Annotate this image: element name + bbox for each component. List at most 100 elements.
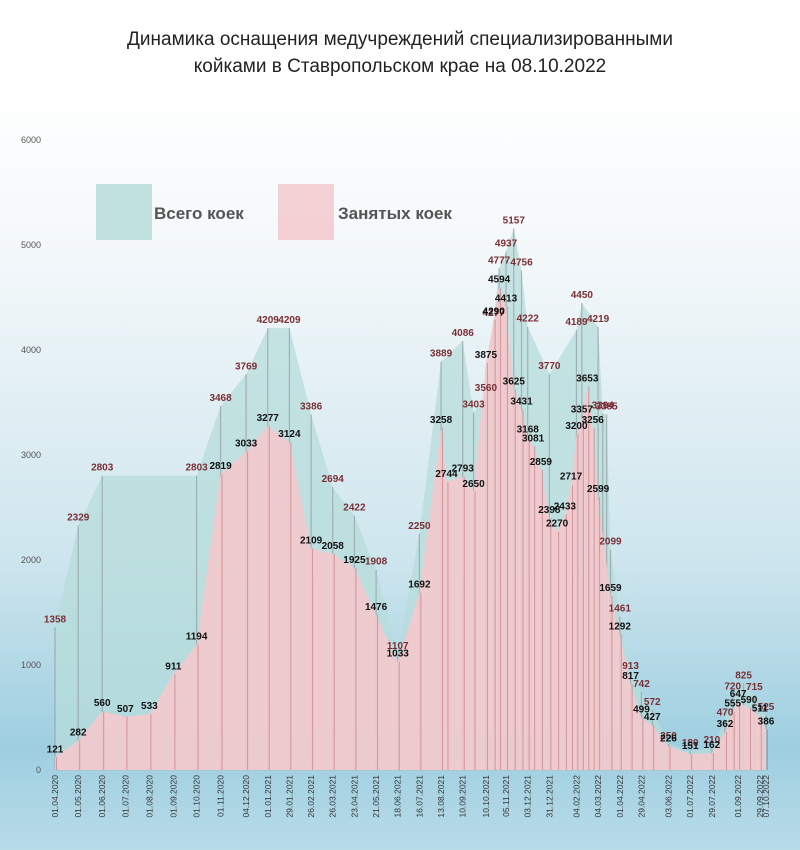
occupied-beds-data-label: 1476 [365,602,388,613]
x-tick-label: 18.06.2021 [393,775,403,818]
legend: Всего коек Занятых коек [96,184,452,240]
occupied-beds-data-label: 647 [730,689,747,700]
total-beds-data-label: 3468 [209,393,232,404]
occupied-beds-data-label: 362 [717,719,734,730]
total-beds-data-label: 470 [717,708,734,719]
x-tick-label: 01.04.2022 [615,775,625,818]
occupied-beds-data-label: 590 [741,695,758,706]
x-tick-label: 01.08.2020 [144,775,154,818]
y-tick-label: 2000 [21,555,41,565]
occupied-beds-data-label: 4290 [483,307,506,318]
x-tick-label: 01.10.2020 [192,775,202,818]
occupied-beds-data-label: 3124 [278,429,301,440]
total-beds-data-label: 180 [682,738,699,749]
occupied-beds-data-label: 4594 [488,275,511,286]
total-beds-data-label: 3889 [430,349,453,360]
x-tick-label: 01.11.2020 [216,775,226,817]
occupied-beds-data-label: 4413 [495,294,518,305]
x-tick-label: 01.09.2022 [733,775,743,818]
occupied-beds-data-label: 427 [644,712,661,723]
x-tick-label: 13.08.2021 [436,775,446,818]
total-beds-data-label: 250 [660,731,677,742]
occupied-beds-data-label: 3357 [571,405,594,416]
legend-total-label: Всего коек [154,204,244,223]
occupied-beds-data-label: 2650 [462,479,485,490]
occupied-beds-data-label: 3168 [517,424,540,435]
x-tick-label: 04.03.2022 [593,775,603,818]
x-tick-label: 29.04.2022 [636,775,646,818]
occupied-beds-data-label: 2433 [554,502,577,513]
occupied-beds-data-label: 151 [682,741,699,752]
legend-occupied-swatch [278,184,334,240]
occupied-beds-data-label: 386 [758,716,775,727]
occupied-beds-data-label: 282 [70,727,87,738]
total-beds-data-label: 913 [622,661,639,672]
occupied-beds-data-label: 911 [165,661,182,672]
y-tick-label: 1000 [21,660,41,670]
total-beds-data-label: 3769 [235,361,258,372]
occupied-beds-data-label: 511 [752,703,769,714]
x-tick-label: 23.04.2021 [349,775,359,818]
x-tick-label: 01.06.2020 [97,775,107,818]
chart-title-line1: Динамика оснащения медучреждений специал… [127,29,673,50]
x-tick-label: 01.09.2020 [168,775,178,818]
occupied-beds-area [55,287,766,770]
occupied-beds-data-label: 3200 [565,421,588,432]
total-beds-data-label: 3394 [592,401,615,412]
occupied-beds-data-label: 2599 [587,484,610,495]
occupied-beds-data-label: 3033 [235,439,258,450]
x-tick-label: 01.07.2022 [685,775,695,818]
total-beds-data-label: 4209 [278,315,301,326]
total-beds-data-label: 4777 [488,255,511,266]
legend-occupied-label: Занятых коек [338,204,452,223]
x-tick-label: 29.01.2021 [284,775,294,818]
occupied-beds-data-label: 2270 [546,519,569,530]
total-beds-data-label: 720 [724,681,741,692]
x-tick-label: 10.10.2021 [481,775,491,818]
occupied-beds-data-label: 226 [660,733,677,744]
legend-total-swatch [96,184,152,240]
total-beds-data-label: 1358 [44,614,67,625]
occupied-beds-data-label: 1194 [186,632,208,643]
x-tick-label: 21.05.2021 [371,775,381,818]
total-beds-data-label: 742 [633,679,650,690]
total-beds-data-label: 4277 [483,308,506,319]
occupied-beds-data-label: 3256 [582,415,605,426]
chart-title-line2: койками в Ставропольском крае на 08.10.2… [193,56,607,77]
x-tick-label: 16.07.2021 [414,775,424,818]
occupied-beds-data-label: 560 [94,698,111,709]
total-beds-data-label: 4086 [452,328,475,339]
total-beds-data-label: 2250 [408,521,431,532]
x-tick-label: 01.04.2020 [50,775,60,818]
total-beds-data-label: 2329 [67,512,90,523]
total-beds-data-label: 3386 [300,401,323,412]
occupied-beds-data-label: 1925 [343,555,366,566]
total-beds-data-label: 4189 [565,317,588,328]
total-beds-data-label: 3403 [462,400,485,411]
total-beds-data-label: 4937 [495,239,518,250]
total-beds-data-label: 1461 [609,604,632,615]
occupied-beds-data-label: 3625 [503,376,526,387]
occupied-beds-data-label: 3431 [510,397,533,408]
total-beds-data-label: 4756 [510,258,533,269]
data-labels: 1358 2329 2803 2803 3468 3769 4209 4209 3386 2694… [44,216,775,756]
x-tick-label: 01.05.2020 [73,775,83,818]
total-beds-data-label: 3385 [595,402,618,413]
occupied-beds-data-label: 533 [141,701,158,712]
occupied-beds-data-label: 162 [703,740,720,751]
total-beds-data-label: 210 [703,735,720,746]
x-tick-label: 04.02.2022 [572,775,582,818]
total-beds-data-label: 715 [746,682,763,693]
total-beds-data-label: 3770 [538,361,561,372]
occupied-beds-data-label: 3653 [576,373,599,384]
occupied-beds-data-label: 121 [47,744,64,755]
occupied-beds-data-label: 2793 [452,464,475,475]
occupied-beds-data-label: 2859 [530,457,553,468]
occupied-beds-data-label: 1659 [599,583,622,594]
total-beds-data-label: 2422 [343,503,366,514]
x-tick-label: 07.10.2022 [761,775,771,818]
total-beds-data-label: 572 [644,697,661,708]
total-beds-data-label: 4219 [587,314,610,325]
x-tick-label: 01.01.2021 [263,775,273,818]
total-beds-data-label: 2694 [322,474,345,485]
